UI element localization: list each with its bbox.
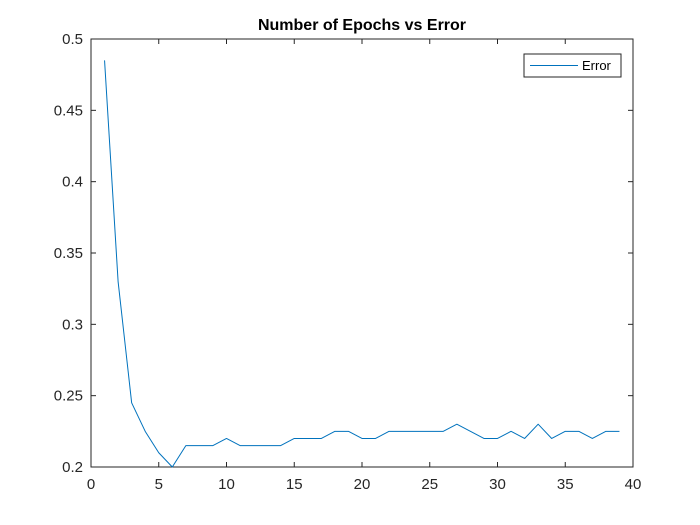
data-point xyxy=(239,444,242,447)
y-tick-label: 0.2 xyxy=(62,459,83,476)
data-point xyxy=(388,430,391,433)
chart-title: Number of Epochs vs Error xyxy=(258,17,466,34)
x-tick-label: 15 xyxy=(286,476,303,493)
data-point xyxy=(428,430,431,433)
x-tick-label: 30 xyxy=(489,476,506,493)
data-point xyxy=(482,437,485,440)
data-point xyxy=(266,444,269,447)
data-point xyxy=(604,430,607,433)
data-point xyxy=(564,430,567,433)
data-point xyxy=(130,401,133,404)
data-point xyxy=(184,444,187,447)
x-tick-label: 0 xyxy=(87,476,95,493)
legend: Error xyxy=(523,53,622,78)
data-point xyxy=(103,59,106,62)
data-point xyxy=(361,437,364,440)
data-point xyxy=(157,451,160,454)
data-point xyxy=(401,430,404,433)
data-point xyxy=(279,444,282,447)
data-point xyxy=(306,437,309,440)
data-point xyxy=(320,437,323,440)
data-point xyxy=(523,437,526,440)
y-tick-label: 0.45 xyxy=(54,102,83,119)
y-tick-label: 0.25 xyxy=(54,388,83,405)
y-tick-label: 0.35 xyxy=(54,245,83,262)
data-point xyxy=(415,430,418,433)
x-tick-label: 25 xyxy=(421,476,438,493)
x-tick-label: 10 xyxy=(218,476,235,493)
data-point xyxy=(144,430,147,433)
data-point xyxy=(198,444,201,447)
data-point xyxy=(293,437,296,440)
data-point xyxy=(442,430,445,433)
data-point xyxy=(469,430,472,433)
data-point xyxy=(550,437,553,440)
data-point xyxy=(211,444,214,447)
data-point xyxy=(171,466,174,469)
legend-label-error: Error xyxy=(582,58,612,73)
x-tick-label: 20 xyxy=(354,476,371,493)
x-tick-label: 40 xyxy=(625,476,642,493)
data-point xyxy=(252,444,255,447)
data-point xyxy=(333,430,336,433)
data-point xyxy=(374,437,377,440)
y-axis: 0.2 0.25 0.3 0.35 0.4 0.45 0.5 xyxy=(54,31,633,476)
y-tick-label: 0.5 xyxy=(62,31,83,48)
data-point xyxy=(591,437,594,440)
x-tick-label: 35 xyxy=(557,476,574,493)
data-point xyxy=(510,430,513,433)
data-point xyxy=(496,437,499,440)
plot-area xyxy=(90,38,634,468)
series-layer xyxy=(103,59,621,469)
series-line-error xyxy=(104,60,620,468)
data-point xyxy=(577,430,580,433)
data-point xyxy=(347,430,350,433)
x-tick-label: 5 xyxy=(155,476,163,493)
data-point xyxy=(117,280,120,283)
data-point xyxy=(225,437,228,440)
y-tick-label: 0.4 xyxy=(62,174,83,191)
data-point xyxy=(537,423,540,426)
x-axis: 0 5 10 15 20 25 30 35 40 xyxy=(87,39,642,493)
y-tick-label: 0.3 xyxy=(62,316,83,333)
data-point xyxy=(455,423,458,426)
data-point xyxy=(618,430,621,433)
